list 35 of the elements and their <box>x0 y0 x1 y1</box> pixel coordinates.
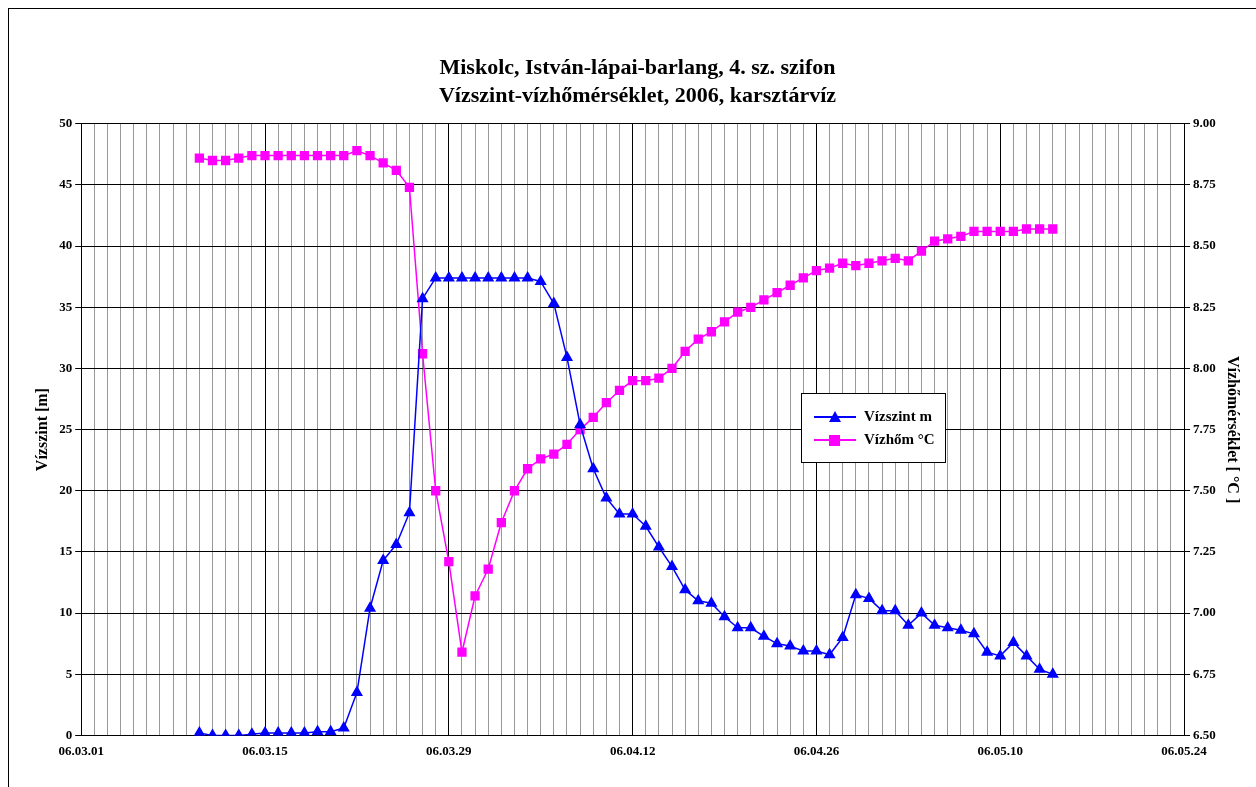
y-tick-label: 40 <box>59 237 73 253</box>
y2-tick-label: 8.50 <box>1193 237 1216 253</box>
y-tick-label: 45 <box>59 176 73 192</box>
legend-label: Vízszint m <box>864 408 932 425</box>
x-tick-label: 06.05.10 <box>977 742 1023 758</box>
x-tick-label: 06.03.29 <box>426 742 473 758</box>
y2-tick-label: 8.00 <box>1193 359 1216 375</box>
y2-tick-label: 6.50 <box>1193 726 1216 742</box>
x-tick-label: 06.03.01 <box>58 742 104 758</box>
y2-tick-label: 7.50 <box>1193 482 1216 498</box>
y2-tick-label: 7.00 <box>1193 604 1216 620</box>
chart-title: Miskolc, István-lápai-barlang, 4. sz. szifon <box>439 53 836 79</box>
y2-tick-label: 8.75 <box>1193 176 1217 192</box>
y-tick-label: 5 <box>65 665 73 681</box>
x-tick-label: 06.03.15 <box>242 742 289 758</box>
y2-axis-title: Vízhőmérséklet [ °C ] <box>1225 355 1243 504</box>
y2-tick-label: 9.00 <box>1193 115 1216 131</box>
y-tick-label: 0 <box>65 726 73 742</box>
y-tick-label: 20 <box>59 482 73 498</box>
x-tick-label: 06.04.12 <box>609 742 656 758</box>
y2-tick-label: 8.25 <box>1193 298 1217 314</box>
y-tick-label: 35 <box>59 298 73 314</box>
legend-label: Vízhőm °C <box>864 431 935 448</box>
y2-tick-label: 7.25 <box>1193 543 1217 559</box>
y-tick-label: 10 <box>59 604 73 620</box>
y-axis-title: Vízszint [m] <box>32 388 50 472</box>
y-tick-label: 30 <box>59 359 73 375</box>
y-tick-label: 25 <box>59 420 73 436</box>
y-tick-label: 15 <box>59 543 73 559</box>
x-tick-label: 06.05.24 <box>1161 742 1208 758</box>
x-tick-label: 06.04.26 <box>793 742 840 758</box>
chart-subtitle: Vízszint-vízhőmérséklet, 2006, karsztárvíz <box>438 82 837 108</box>
y-tick-label: 50 <box>59 115 73 131</box>
y2-tick-label: 6.75 <box>1193 665 1217 681</box>
y2-tick-label: 7.75 <box>1193 420 1217 436</box>
